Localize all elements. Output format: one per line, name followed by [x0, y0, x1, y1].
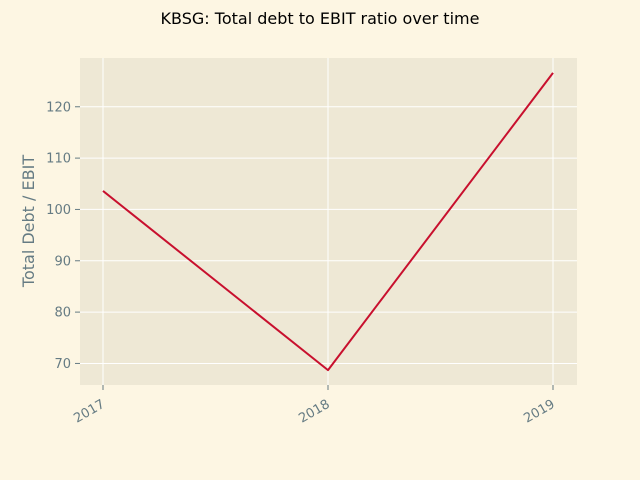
- grid-lines: [80, 58, 577, 385]
- y-tick-label: 120: [46, 100, 71, 115]
- series-layer: [102, 72, 554, 372]
- y-axis-label: Total Debt / EBIT: [19, 155, 38, 288]
- chart-title: KBSG: Total debt to EBIT ratio over time: [161, 9, 480, 28]
- y-tick-label: 110: [46, 152, 71, 167]
- y-tick-label: 90: [54, 254, 71, 269]
- y-axis: 70 80 90 100 110 120: [46, 100, 80, 372]
- y-tick-label: 70: [54, 357, 71, 372]
- y-tick-label: 80: [54, 306, 71, 321]
- x-tick-label: 2017: [71, 397, 107, 427]
- y-tick-label: 100: [46, 203, 71, 218]
- x-tick-label: 2019: [521, 397, 557, 427]
- series-line: [102, 72, 554, 372]
- x-axis: 2017 2018 2019: [71, 385, 558, 427]
- x-tick-label: 2018: [296, 397, 332, 427]
